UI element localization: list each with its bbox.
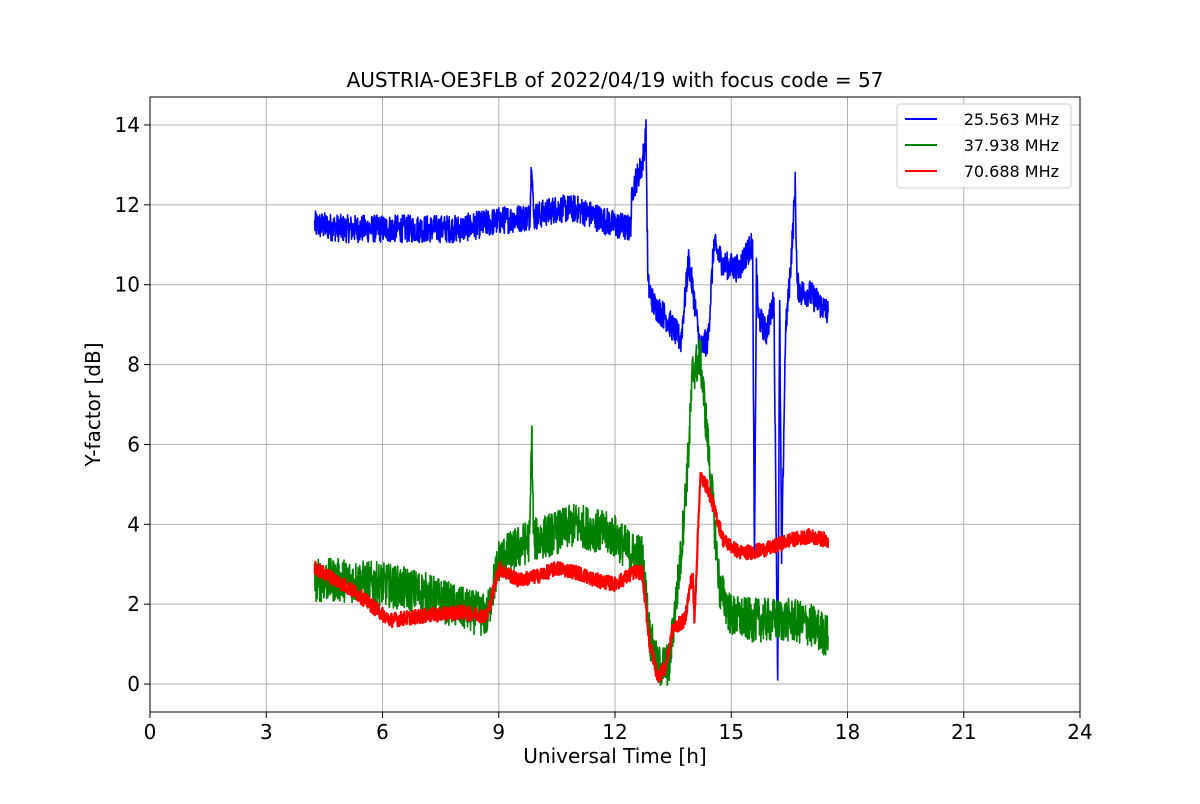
- legend: 25.563 MHz 37.938 MHz 70.688 MHz: [896, 103, 1072, 189]
- y-tick-label: 2: [127, 592, 140, 616]
- y-tick-label: 0: [127, 672, 140, 696]
- series-line-1: [313, 119, 829, 681]
- y-tick-label: 10: [115, 273, 140, 297]
- legend-label-2: 37.938 MHz: [964, 136, 1059, 155]
- y-tick-label: 8: [127, 353, 140, 377]
- x-tick-label: 6: [376, 720, 389, 744]
- x-tick-label: 12: [602, 720, 627, 744]
- x-axis-label: Universal Time [h]: [523, 744, 706, 768]
- legend-label-3: 70.688 MHz: [964, 162, 1059, 181]
- x-tick-label: 21: [951, 720, 976, 744]
- x-tick-label: 24: [1067, 720, 1092, 744]
- x-tick-label: 18: [835, 720, 860, 744]
- x-tick-label: 0: [144, 720, 157, 744]
- series-layer: [313, 119, 830, 686]
- y-tick-label: 12: [115, 193, 140, 217]
- series-line-2: [313, 338, 829, 686]
- legend-label-1: 25.563 MHz: [964, 110, 1059, 129]
- x-tick-label: 9: [492, 720, 505, 744]
- x-tick-label: 3: [260, 720, 273, 744]
- series-line-3: [313, 471, 830, 684]
- chart-title: AUSTRIA-OE3FLB of 2022/04/19 with focus …: [347, 68, 884, 92]
- legend-box: [896, 103, 1072, 189]
- y-tick-label: 4: [127, 512, 140, 536]
- y-tick-label: 14: [115, 113, 140, 137]
- y-tick-label: 6: [127, 432, 140, 456]
- y-axis-label: Y-factor [dB]: [81, 342, 105, 467]
- x-tick-label: 15: [719, 720, 744, 744]
